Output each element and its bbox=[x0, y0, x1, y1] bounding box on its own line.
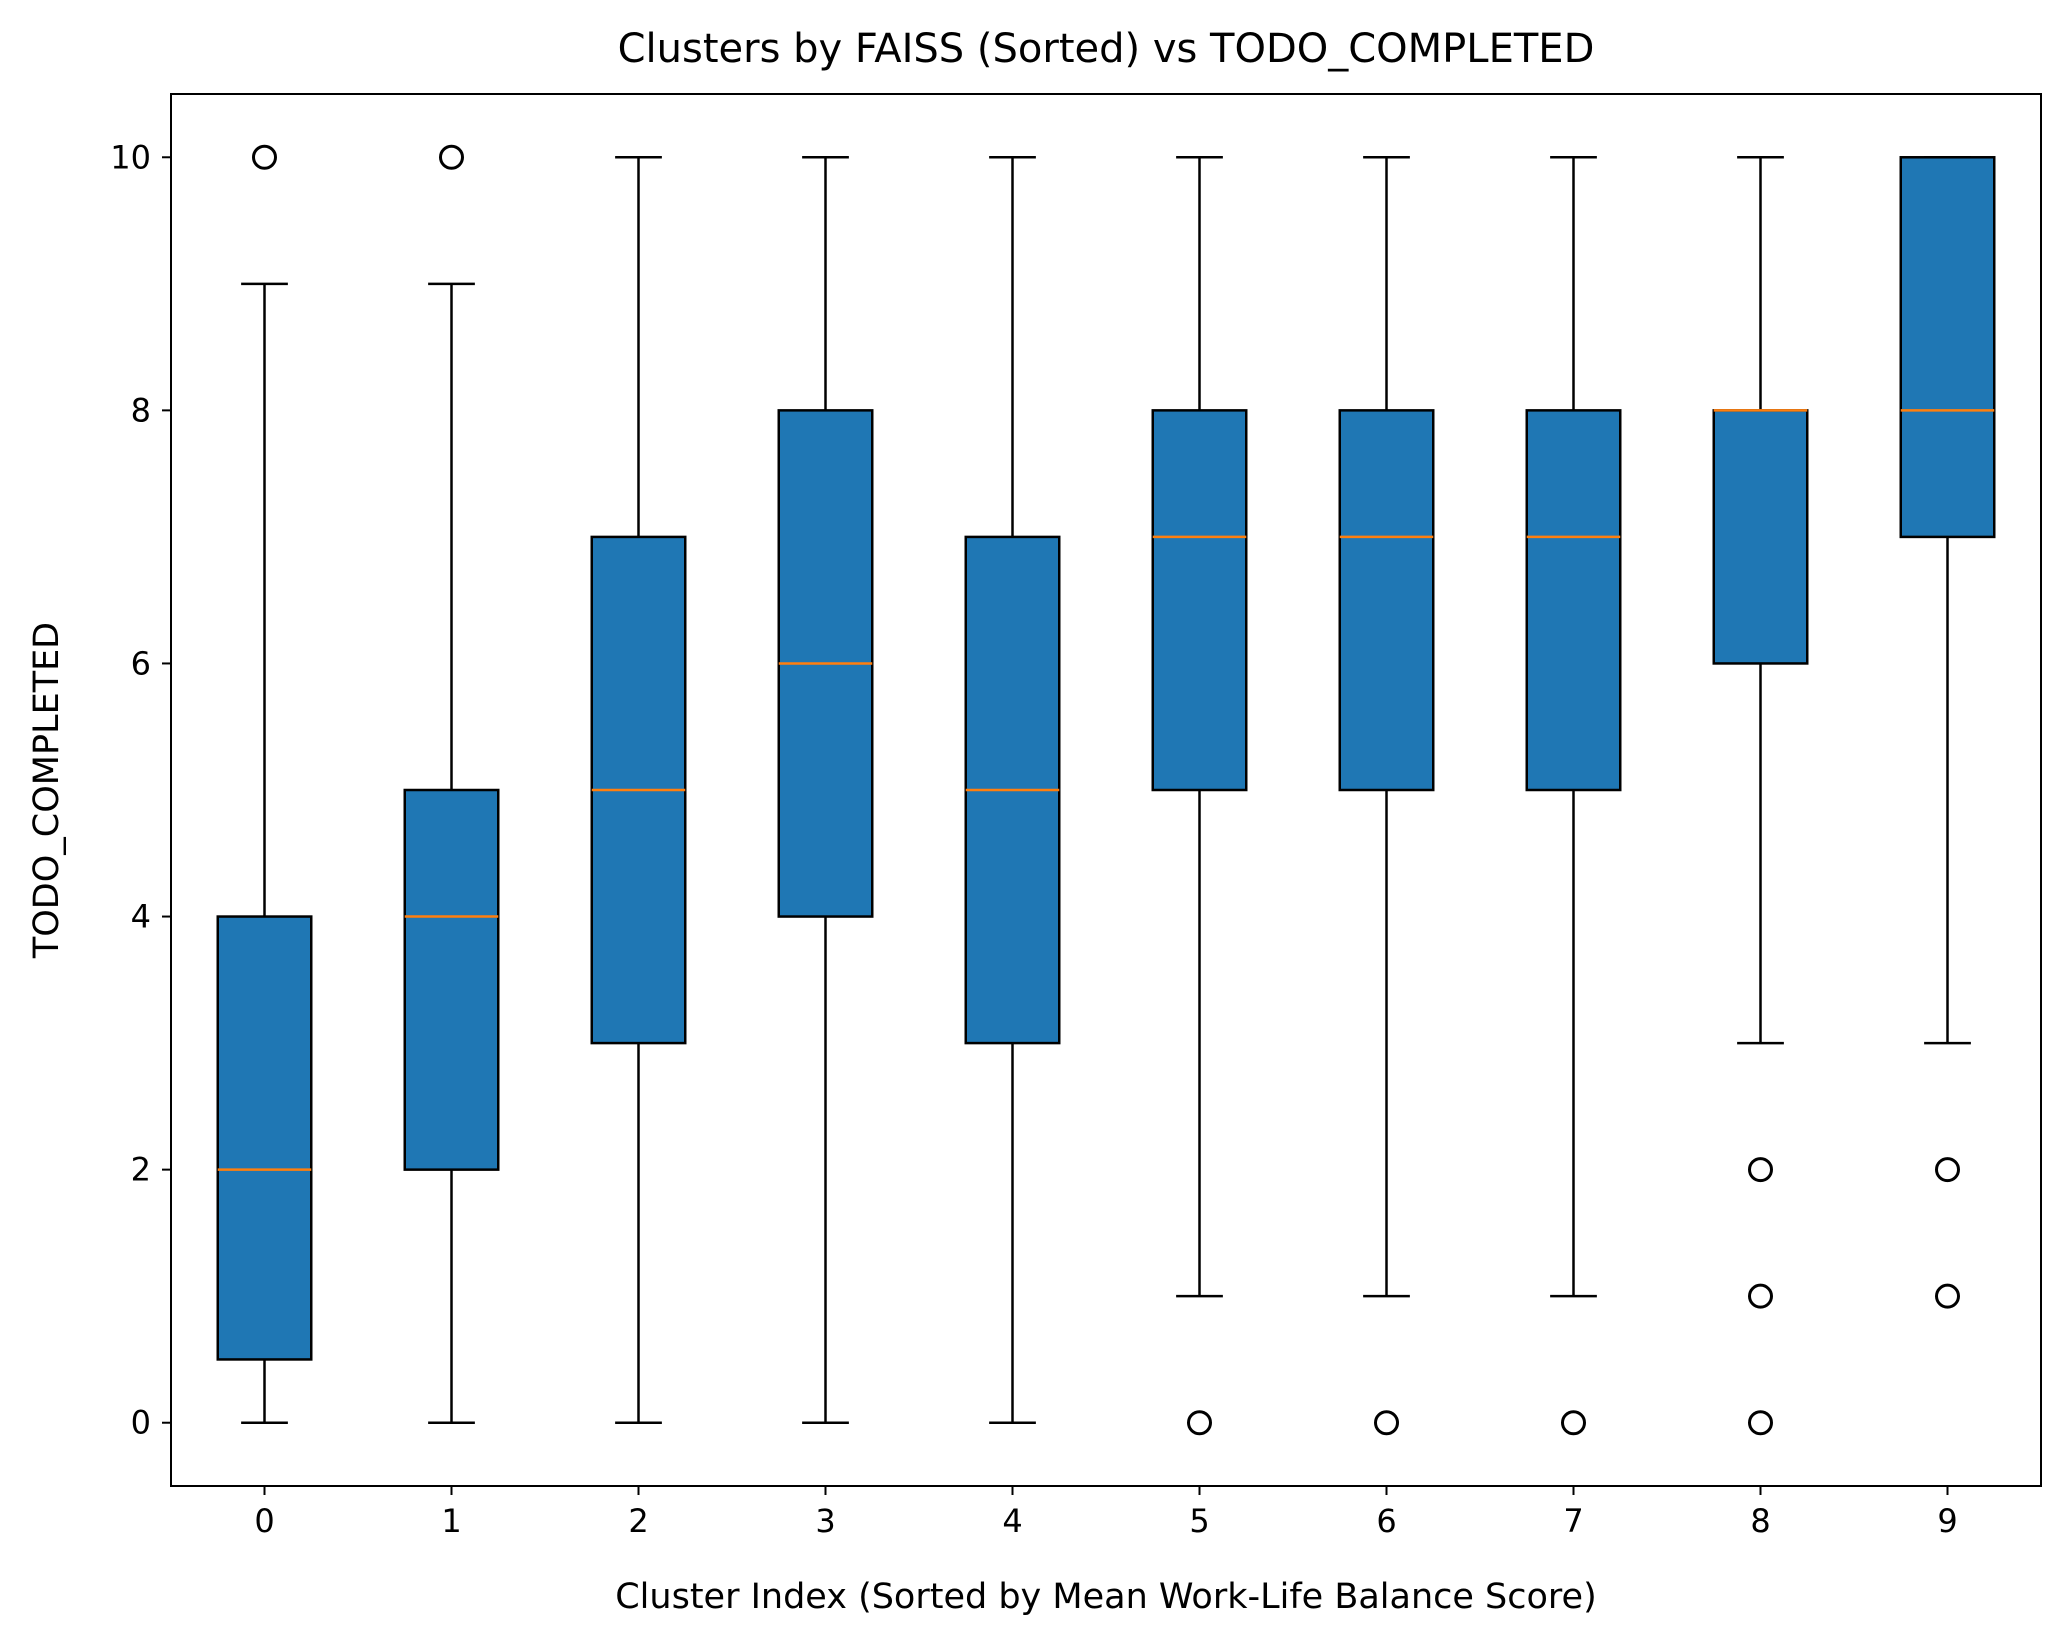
y-tick-label: 2 bbox=[131, 1151, 151, 1189]
outlier-point bbox=[1935, 1157, 1960, 1183]
box-iqr bbox=[1899, 156, 1996, 539]
x-tick-label: 2 bbox=[628, 1502, 648, 1540]
box-iqr bbox=[216, 915, 313, 1361]
x-tick-label: 1 bbox=[441, 1502, 461, 1540]
box-iqr bbox=[1151, 409, 1248, 792]
x-tick-label: 7 bbox=[1563, 1502, 1583, 1540]
y-axis-label: TODO_COMPLETED bbox=[27, 622, 67, 959]
box-iqr bbox=[1525, 409, 1622, 792]
x-tick-label: 9 bbox=[1937, 1502, 1957, 1540]
box-iqr bbox=[1338, 409, 1435, 792]
chart-title: Clusters by FAISS (Sorted) vs TODO_COMPL… bbox=[618, 26, 1595, 72]
outlier-point bbox=[252, 144, 277, 170]
box-group-3 bbox=[777, 156, 874, 1424]
x-axis: 0 1 2 3 4 5 6 7 8 9 bbox=[254, 1486, 1958, 1540]
outlier-point bbox=[1374, 1410, 1399, 1436]
box-group-7 bbox=[1525, 156, 1622, 1436]
outlier-point bbox=[439, 144, 464, 170]
box-group-1 bbox=[403, 144, 500, 1424]
outlier-point bbox=[1187, 1410, 1212, 1436]
y-tick-label: 10 bbox=[110, 138, 151, 176]
box-group-9 bbox=[1899, 156, 1996, 1309]
outlier-point bbox=[1748, 1410, 1773, 1436]
box-group-5 bbox=[1151, 156, 1248, 1436]
x-axis-label: Cluster Index (Sorted by Mean Work-Life … bbox=[615, 1577, 1597, 1617]
box-iqr bbox=[403, 788, 500, 1171]
box-group-6 bbox=[1338, 156, 1435, 1436]
box-group-8 bbox=[1712, 156, 1809, 1436]
y-tick-label: 4 bbox=[131, 898, 151, 936]
outlier-point bbox=[1935, 1283, 1960, 1309]
y-axis: 0 2 4 6 8 10 bbox=[110, 138, 171, 1442]
box-group-2 bbox=[590, 156, 687, 1424]
outlier-point bbox=[1748, 1157, 1773, 1183]
box-group-4 bbox=[964, 156, 1061, 1424]
x-tick-label: 6 bbox=[1376, 1502, 1396, 1540]
box-group-0 bbox=[216, 144, 313, 1424]
y-tick-label: 0 bbox=[131, 1404, 151, 1442]
box-iqr bbox=[1712, 409, 1809, 665]
x-tick-label: 8 bbox=[1750, 1502, 1770, 1540]
y-tick-label: 8 bbox=[131, 391, 151, 429]
plot-frame bbox=[170, 93, 2042, 1487]
x-tick-label: 5 bbox=[1189, 1502, 1209, 1540]
x-tick-label: 3 bbox=[815, 1502, 835, 1540]
x-tick-label: 4 bbox=[1002, 1502, 1022, 1540]
outlier-point bbox=[1748, 1283, 1773, 1309]
y-tick-label: 6 bbox=[131, 644, 151, 682]
outlier-point bbox=[1561, 1410, 1586, 1436]
plot-area bbox=[216, 144, 1996, 1436]
x-tick-label: 0 bbox=[254, 1502, 274, 1540]
